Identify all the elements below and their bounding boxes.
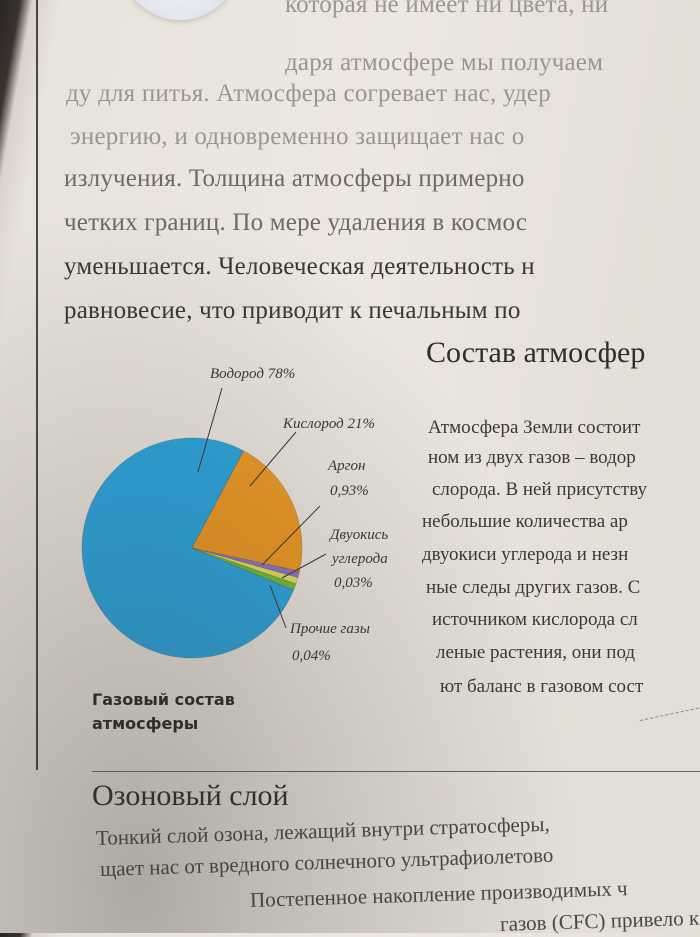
label-argon-value: 0,93% bbox=[330, 483, 369, 499]
section-line-6: ные следы других газов. С bbox=[426, 577, 641, 598]
section-line-4: небольшие количества ар bbox=[422, 511, 628, 532]
chart-caption: Газовый состав атмосферы bbox=[92, 690, 235, 733]
section-line-3: слорода. В ней присутству bbox=[432, 479, 648, 500]
section-line-7: источником кислорода сл bbox=[432, 609, 638, 630]
body-line-4: энергию, и одновременно защищает нас о bbox=[70, 123, 525, 150]
label-co2-name-1: Двуокись bbox=[330, 527, 389, 543]
leader-argon bbox=[261, 505, 321, 566]
leader-co2 bbox=[281, 553, 327, 579]
leader-hydrogen bbox=[197, 387, 223, 473]
body-line-7: уменьшается. Человеческая деятельность н bbox=[64, 253, 535, 280]
body-line-6: четких границ. По мере удаления в космос bbox=[64, 209, 528, 236]
section-line-1: Атмосфера Земли состоит bbox=[428, 417, 641, 438]
label-oxygen: Кислород 21% bbox=[283, 416, 375, 432]
label-argon-name: Аргон bbox=[328, 458, 366, 474]
pie-slices bbox=[81, 437, 303, 659]
label-other-value: 0,04% bbox=[292, 648, 331, 664]
body-line-5: излучения. Толщина атмосферы примерно bbox=[64, 165, 525, 192]
slice-argon bbox=[191, 547, 300, 578]
ozone-title: Озоновый слой bbox=[92, 779, 289, 812]
section-title: Состав атмосфер bbox=[426, 336, 646, 369]
label-other-name: Прочие газы bbox=[290, 621, 370, 637]
section-line-5: двуокиси углерода и незн bbox=[422, 544, 629, 565]
slice-co2 bbox=[191, 547, 299, 585]
body-line-1: которая не имеет ни цвета, ни bbox=[285, 0, 609, 18]
leader-other bbox=[269, 584, 287, 629]
leader-oxygen bbox=[249, 431, 297, 487]
section-line-2: ном из двух газов – водор bbox=[428, 447, 636, 468]
section-divider bbox=[92, 771, 700, 772]
label-co2-value: 0,03% bbox=[334, 575, 373, 591]
slice-other bbox=[191, 547, 297, 591]
slice-oxygen bbox=[191, 450, 303, 572]
margin-rule bbox=[36, 0, 38, 770]
label-co2-name-2: углерода bbox=[332, 551, 388, 567]
slice-hydrogen bbox=[81, 437, 295, 659]
body-line-2: даря атмосфере мы получаем bbox=[285, 49, 604, 76]
body-line-3: ду для питья. Атмосфера согревает нас, у… bbox=[66, 80, 551, 107]
section-line-9: ют баланс в газовом сост bbox=[440, 676, 644, 697]
body-line-8: равновесие, что приводит к печальным по bbox=[64, 297, 521, 324]
section-line-8: леные растения, они под bbox=[436, 642, 636, 663]
label-hydrogen: Водород 78% bbox=[210, 366, 296, 382]
pie-leader-lines bbox=[197, 387, 327, 629]
